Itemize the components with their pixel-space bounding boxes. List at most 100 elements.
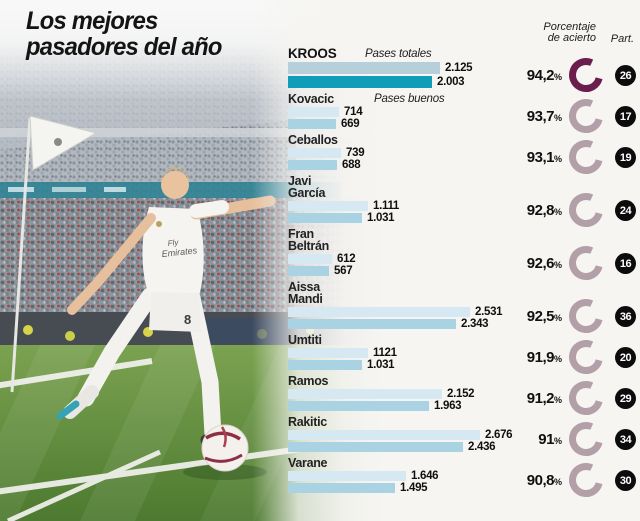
appearances-badge: 36 [615, 306, 636, 327]
accuracy-percent: 94,2% [510, 67, 562, 85]
accuracy-percent: 90,8% [510, 472, 562, 490]
bar-value: 1121 [373, 347, 397, 359]
good-passes-bar: 2.003 [288, 76, 465, 88]
accuracy-donut [569, 99, 603, 133]
appearances-badge: 29 [615, 388, 636, 409]
total-passes-bar: 1121 [288, 347, 397, 359]
total-passes-bar: 612 [288, 253, 356, 265]
appearances-header: Part. [610, 33, 634, 45]
bar-value: 1.111 [373, 200, 400, 212]
accuracy-donut [569, 463, 603, 497]
player-row: Ceballos 739 688 93,1% 19 [288, 133, 636, 174]
jersey-sponsor-line1: Fly [167, 238, 180, 248]
accuracy-donut [569, 340, 603, 374]
page-title: Los mejores pasadores del año [26, 8, 222, 60]
percent-symbol: % [553, 436, 562, 446]
good-passes-bar: 688 [288, 159, 361, 171]
jersey-sponsor-line2: Emirates [161, 245, 198, 259]
bar-value: 1.963 [434, 400, 462, 412]
player-row: Fran Beltrán 612 567 92,6% 16 [288, 227, 636, 280]
bar-value: 688 [342, 159, 361, 171]
percent-symbol: % [553, 395, 562, 405]
total-passes-bar: 2.531 [288, 306, 503, 318]
percent-symbol: % [553, 113, 562, 123]
accuracy-percent: 91,9% [510, 349, 562, 367]
player-name: Rakitic [288, 415, 327, 429]
accuracy-percent: 92,5% [510, 308, 562, 326]
bar-value: 1.031 [367, 359, 395, 371]
accuracy-percent: 92,6% [510, 255, 562, 273]
accuracy-donut [569, 246, 603, 280]
appearances-badge: 17 [615, 106, 636, 127]
bar-value: 2.125 [445, 62, 473, 74]
accuracy-donut [569, 422, 603, 456]
good-passes-bar: 1.495 [288, 482, 428, 494]
player-name: Javi García [288, 174, 326, 200]
accuracy-number: 93,1 [526, 149, 555, 166]
total-passes-bar: 2.152 [288, 388, 475, 400]
series-label: Pases buenos [374, 93, 445, 105]
player-name: Ceballos [288, 133, 338, 147]
arm-down [67, 213, 156, 315]
football [201, 424, 249, 472]
player-name: Ramos [288, 374, 329, 388]
appearances-badge: 20 [615, 347, 636, 368]
accuracy-donut [569, 381, 603, 415]
player-name: Varane [288, 456, 328, 470]
bar-value: 2.531 [475, 306, 503, 318]
accuracy-number: 91,9 [526, 349, 555, 366]
accuracy-percent: 93,7% [510, 108, 562, 126]
player-row: Pases buenos Kovacic 714 669 93,7% 17 [288, 92, 636, 133]
good-passes-bar: 1.963 [288, 400, 462, 412]
percent-symbol: % [553, 477, 562, 487]
bar-value: 612 [337, 253, 356, 265]
player-name: Kovacic [288, 92, 334, 106]
corner-flag [10, 115, 98, 393]
accuracy-donut [569, 193, 603, 227]
appearances-badge: 24 [615, 200, 636, 221]
appearances-badge: 16 [615, 253, 636, 274]
player-name: Fran Beltrán [288, 227, 329, 253]
accuracy-donut [569, 299, 603, 333]
appearances-badge: 19 [615, 147, 636, 168]
total-passes-bar: 2.676 [288, 429, 513, 441]
boot-left [56, 400, 80, 420]
player-row: Javi García 1.111 1.031 92,8% 24 [288, 174, 636, 227]
good-passes-bar: 2.436 [288, 441, 496, 453]
percent-symbol: % [553, 313, 562, 323]
bar-value: 2.003 [437, 76, 465, 88]
percent-symbol: % [553, 354, 562, 364]
accuracy-donut [569, 58, 603, 92]
accuracy-header: Porcentaje de acierto [543, 21, 596, 44]
accuracy-number: 94,2 [526, 67, 555, 84]
good-passes-bar: 567 [288, 265, 353, 277]
accuracy-number: 91 [538, 431, 554, 448]
bar-value: 739 [346, 147, 365, 159]
bar-value: 1.495 [400, 482, 428, 494]
percent-symbol: % [553, 207, 562, 217]
accuracy-percent: 93,1% [510, 149, 562, 167]
appearances-badge: 26 [615, 65, 636, 86]
player-name: Aissa Mandi [288, 280, 323, 306]
player-name: Umtiti [288, 333, 322, 347]
bar-value: 567 [334, 265, 353, 277]
percent-symbol: % [553, 154, 562, 164]
title-line1: Los mejores [26, 7, 158, 35]
accuracy-number: 92,5 [526, 308, 555, 325]
passers-chart: Porcentaje de acierto Part. Pases totale… [288, 22, 636, 498]
shorts-number: 8 [184, 312, 191, 327]
bar-value: 1.031 [367, 212, 395, 224]
shorts [149, 292, 201, 332]
accuracy-number: 91,2 [526, 390, 555, 407]
accuracy-number: 92,8 [526, 202, 555, 219]
good-passes-bar: 669 [288, 118, 360, 130]
title-line2: pasadores del año [26, 33, 222, 61]
appearances-badge: 30 [615, 470, 636, 491]
good-passes-bar: 1.031 [288, 212, 395, 224]
player-row: Ramos 2.152 1.963 91,2% 29 [288, 374, 636, 415]
accuracy-percent: 91% [510, 431, 562, 449]
series-label: Pases totales [365, 48, 432, 60]
accuracy-donut [569, 140, 603, 174]
jersey [142, 207, 204, 303]
